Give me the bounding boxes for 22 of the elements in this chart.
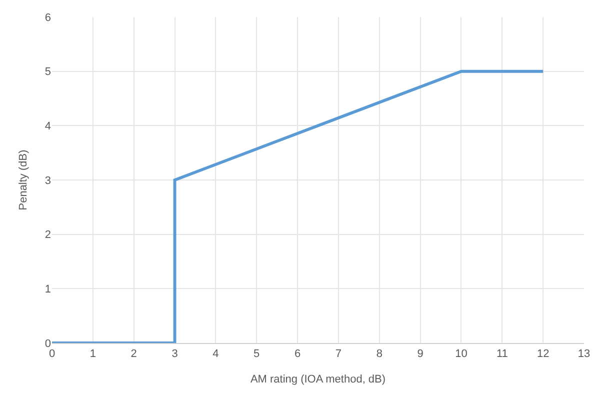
- y-tick-label: 6: [44, 12, 51, 24]
- x-tick-label: 5: [254, 348, 260, 360]
- x-tick-label: 7: [335, 348, 342, 360]
- x-tick-label: 1: [90, 348, 96, 360]
- y-tick-label: 5: [44, 66, 51, 78]
- x-tick-label: 13: [578, 348, 590, 360]
- x-tick-label: 8: [376, 348, 382, 360]
- x-axis-title: AM rating (IOA method, dB): [250, 373, 386, 386]
- x-tick-label: 2: [130, 348, 137, 360]
- y-tick-label: 0: [44, 338, 51, 350]
- y-tick-label: 1: [44, 284, 51, 296]
- y-tick-label: 2: [44, 229, 51, 242]
- x-tick-label: 4: [212, 348, 219, 360]
- y-tick-label: 3: [44, 174, 51, 187]
- x-tick-label: 6: [294, 348, 301, 360]
- x-tick-label: 12: [536, 348, 550, 360]
- x-tick-label: 11: [496, 348, 508, 360]
- x-tick-label: 3: [172, 348, 178, 360]
- y-tick-label: 4: [44, 120, 51, 133]
- x-tick-label: 9: [417, 348, 424, 360]
- y-axis-title: Penalty (dB): [18, 150, 30, 210]
- x-tick-label: 10: [455, 348, 468, 360]
